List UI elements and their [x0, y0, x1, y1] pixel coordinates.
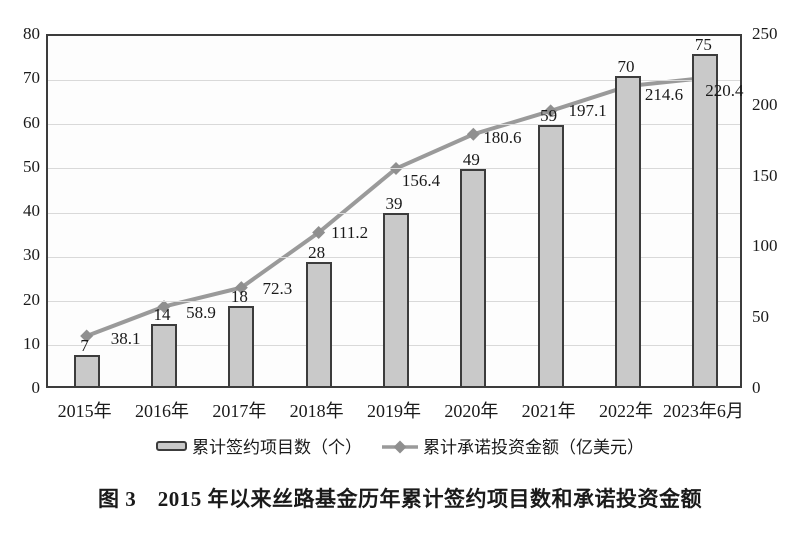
line-value-label: 197.1: [568, 100, 607, 120]
legend-item-investment: 累计承诺投资金额（亿美元）: [382, 433, 644, 458]
bar-value-label: 59: [540, 105, 558, 125]
bar-2020年: [460, 169, 487, 386]
right-axis-tick: 50: [752, 307, 769, 327]
legend: 累计签约项目数（个） 累计承诺投资金额（亿美元）: [0, 433, 800, 458]
x-axis-label: 2023年6月: [662, 401, 744, 421]
x-axis-label: 2018年: [289, 401, 344, 421]
bar-value-label: 7: [80, 336, 89, 356]
line-value-label: 72.3: [262, 278, 293, 298]
bar-value-label: 70: [617, 57, 635, 77]
right-axis-tick: 100: [752, 236, 778, 256]
bar-value-label: 28: [308, 243, 326, 263]
legend-item-projects: 累计签约项目数（个）: [156, 433, 362, 458]
bar-value-label: 14: [153, 305, 171, 325]
x-axis-label: 2015年: [57, 401, 112, 421]
left-axis-tick: 20: [23, 289, 40, 309]
line-value-label: 38.1: [110, 329, 141, 349]
line-value-label: 111.2: [331, 222, 369, 242]
x-axis-label: 2019年: [367, 401, 421, 421]
bar-value-label: 39: [385, 194, 403, 214]
bar-swatch-icon: [156, 440, 187, 451]
left-axis-tick: 40: [23, 201, 40, 220]
right-axis-tick: 250: [752, 24, 778, 43]
x-axis-label: 2020年: [444, 401, 499, 421]
left-axis-tick: 0: [31, 378, 41, 397]
bar-2019年: [383, 213, 409, 386]
gridline: [48, 79, 740, 81]
line-diamond-swatch-icon: [382, 439, 418, 453]
x-axis-label: 2016年: [135, 401, 189, 421]
line-value-label: 214.6: [644, 85, 684, 105]
left-axis-tick: 10: [23, 333, 40, 353]
left-axis-tick: 50: [23, 156, 40, 176]
line-value-label: 220.4: [705, 80, 744, 100]
bar-2018年: [305, 262, 332, 386]
bar-value-label: 49: [462, 150, 480, 170]
x-axis-label: 2022年: [599, 401, 653, 421]
bar-value-label: 18: [230, 287, 248, 307]
right-axis-tick: 200: [752, 94, 778, 114]
bar-2017年: [228, 306, 255, 386]
legend-label-investment: 累计承诺投资金额（亿美元）: [423, 438, 644, 457]
diamond-marker-icon: [312, 226, 326, 240]
bar-value-label: 75: [694, 35, 712, 55]
right-axis-tick: 0: [752, 378, 761, 397]
bar-2021年: [537, 124, 564, 386]
x-axis-label: 2017年: [212, 401, 267, 421]
legend-label-projects: 累计签约项目数（个）: [192, 438, 362, 457]
gridline: [48, 124, 740, 125]
left-axis-tick: 60: [23, 112, 40, 132]
bar-2022年: [615, 76, 641, 386]
left-axis-tick: 80: [23, 24, 40, 43]
gridline: [48, 168, 740, 170]
left-axis-tick: 70: [23, 68, 40, 88]
line-value-label: 156.4: [401, 170, 441, 190]
right-axis-tick: 150: [752, 165, 778, 185]
line-value-label: 180.6: [483, 128, 522, 148]
bar-2016年: [151, 324, 177, 386]
bar-2023年6月: [692, 54, 719, 386]
gridline: [48, 212, 740, 214]
left-axis-tick: 30: [23, 245, 40, 265]
line-value-label: 58.9: [186, 302, 216, 322]
x-axis-label: 2021年: [521, 401, 576, 421]
figure-caption: 图 3 2015 年以来丝路基金历年累计签约项目数和承诺投资金额: [98, 487, 702, 511]
diamond-marker-icon: [466, 127, 480, 141]
bar-2015年: [73, 355, 100, 386]
